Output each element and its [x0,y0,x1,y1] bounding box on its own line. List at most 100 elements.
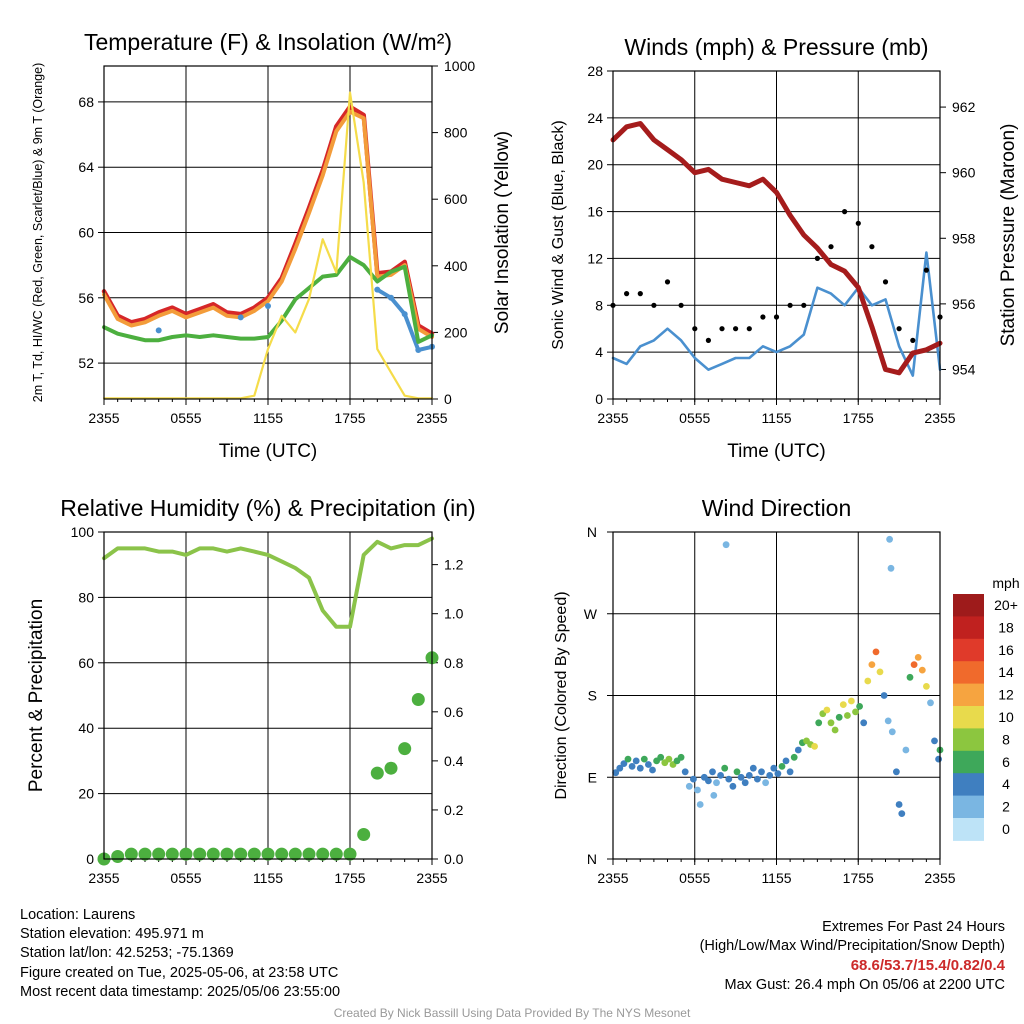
colorbar-label: 6 [1002,754,1010,770]
station-location: Location: Laurens [20,907,136,923]
direction-point [835,713,843,721]
gust-point [760,314,766,320]
colorbar-swatch [953,728,984,752]
y-tick-label: 60 [78,655,94,671]
y2-axis-label: Station Pressure (Maroon) [998,124,1019,347]
direction-point [636,764,644,772]
y2-tick-label: 400 [444,258,468,274]
credit-line: Created By Nick Bassill Using Data Provi… [333,1006,691,1020]
direction-point [864,677,872,685]
colorbar-swatch [953,594,984,617]
colorbar-label: 8 [1002,731,1010,747]
gust-point [882,279,889,285]
y-tick-label: 16 [587,204,603,220]
x-tick-label: 1755 [843,410,874,426]
y2-axis-label: Solar Insolation (Yellow) [492,131,513,334]
direction-point [710,792,718,799]
x-tick-label: 1755 [334,410,365,426]
y-axis-label: Direction (Colored By Speed) [553,591,570,799]
y2-tick-label: 800 [444,125,468,141]
direction-point [681,768,689,776]
colorbar-swatch [953,750,984,774]
direction-point [902,746,910,754]
y-axis-label: Percent & Precipitation [26,599,47,792]
precip-marker [384,761,398,775]
gust-point [910,337,916,343]
precip-marker [302,847,316,861]
station-elevation: Station elevation: 495.971 m [20,926,204,943]
direction-point [774,770,782,777]
y-tick-label: 80 [78,589,94,605]
direction-point [886,535,893,543]
x-tick-label: 2355 [597,410,628,426]
x-tick-label: 1155 [761,870,791,886]
chart-title: Wind Direction [702,495,852,521]
series-point [388,294,394,301]
series-line [102,109,434,339]
colorbar-label: 18 [998,619,1014,635]
plot-border [103,531,433,860]
colorbar-units: mph [992,575,1019,591]
x-tick-label: 2355 [924,870,955,886]
y-tick-label: 0 [595,391,603,407]
gust-point [801,302,807,308]
direction-point [649,766,656,774]
direction-point [632,757,640,765]
y-tick-label: 0 [86,851,94,867]
precip-marker [329,847,343,861]
colorbar-swatch [953,683,984,707]
direction-point [640,755,648,763]
direction-point [786,768,794,776]
y-tick-label: N [587,524,597,540]
chart-title: Temperature (F) & Insolation (W/m²) [84,29,452,55]
direction-point [898,810,906,817]
direction-point [754,775,761,783]
direction-point [657,753,665,761]
x-tick-label: 2355 [924,410,955,426]
plot-border [103,65,433,400]
y-axis-label: 2m T, Td, HI/WC (Red, Green, Scarlet/Blu… [31,63,45,402]
direction-point [848,697,855,705]
direction-point [888,728,896,736]
chart-title: Relative Humidity (%) & Precipitation (i… [60,495,475,521]
direction-point [624,755,632,763]
y2-tick-label: 1.0 [444,606,464,622]
direction-point [749,764,757,772]
direction-point [910,661,918,668]
direction-point [696,801,704,808]
recent-timestamp: Most recent data timestamp: 2025/05/06 2… [20,983,341,1000]
y2-tick-label: 0.0 [444,851,464,867]
direction-point [685,782,693,790]
plot-border [612,70,941,400]
direction-point [927,699,934,707]
series-point [374,286,381,293]
y-tick-label: 4 [595,344,603,360]
direction-point [722,541,730,549]
y2-tick-label: 200 [444,324,468,340]
direction-point [918,666,926,674]
direction-point [645,761,652,768]
colorbar-label: 20+ [994,597,1018,613]
x-tick-label: 2355 [416,870,447,886]
y-tick-label: 64 [78,159,94,175]
direction-point [620,760,628,767]
precip-marker [370,766,384,780]
gust-point [733,326,739,332]
series-line [102,255,434,344]
direction-point [893,768,900,776]
direction-point [856,703,863,710]
direction-point [729,782,737,790]
precip-marker [111,850,125,863]
direction-point [872,648,880,656]
precip-marker [124,847,138,861]
x-tick-label: 1155 [253,410,283,426]
direction-point [628,763,636,770]
precip-marker [288,847,302,861]
y-tick-label: E [588,769,597,785]
direction-point [762,779,769,787]
x-axis-label: Time (UTC) [219,441,318,462]
precip-marker [179,847,193,861]
direction-point [844,712,851,719]
max-gust: Max Gust: 26.4 mph On 05/06 at 2200 UTC [724,976,1005,993]
